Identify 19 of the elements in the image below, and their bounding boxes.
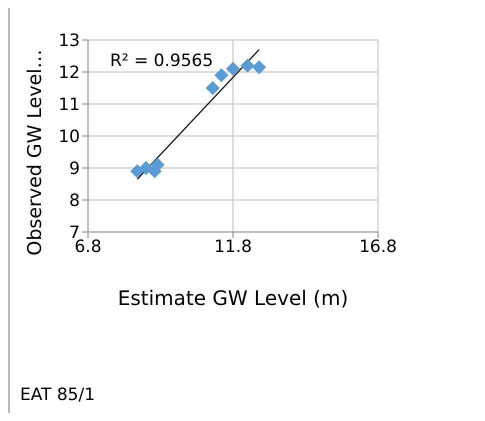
x-tick-label: 6.8: [74, 237, 102, 258]
point: [214, 68, 228, 82]
x-axis-title: Estimate GW Level (m): [118, 286, 348, 310]
y-tick-label: 12: [58, 63, 80, 84]
y-tick-label: 8: [69, 191, 80, 212]
y-tick-label: 9: [69, 159, 80, 180]
point: [240, 58, 254, 73]
y-tick-label: 13: [58, 31, 80, 52]
text: EAT 85/1: [20, 385, 96, 405]
annotation: R² = 0.9565: [110, 51, 214, 71]
y-tick-label: 11: [58, 95, 80, 116]
y-tick-label: 10: [58, 127, 80, 148]
x-tick-label: 16.8: [359, 237, 397, 258]
point: [206, 81, 220, 95]
y-axis-title: Observed GW Level…: [24, 49, 46, 256]
point: [252, 60, 266, 74]
point: [130, 164, 144, 178]
point: [226, 62, 240, 76]
x-tick-label: 11.8: [214, 237, 252, 258]
